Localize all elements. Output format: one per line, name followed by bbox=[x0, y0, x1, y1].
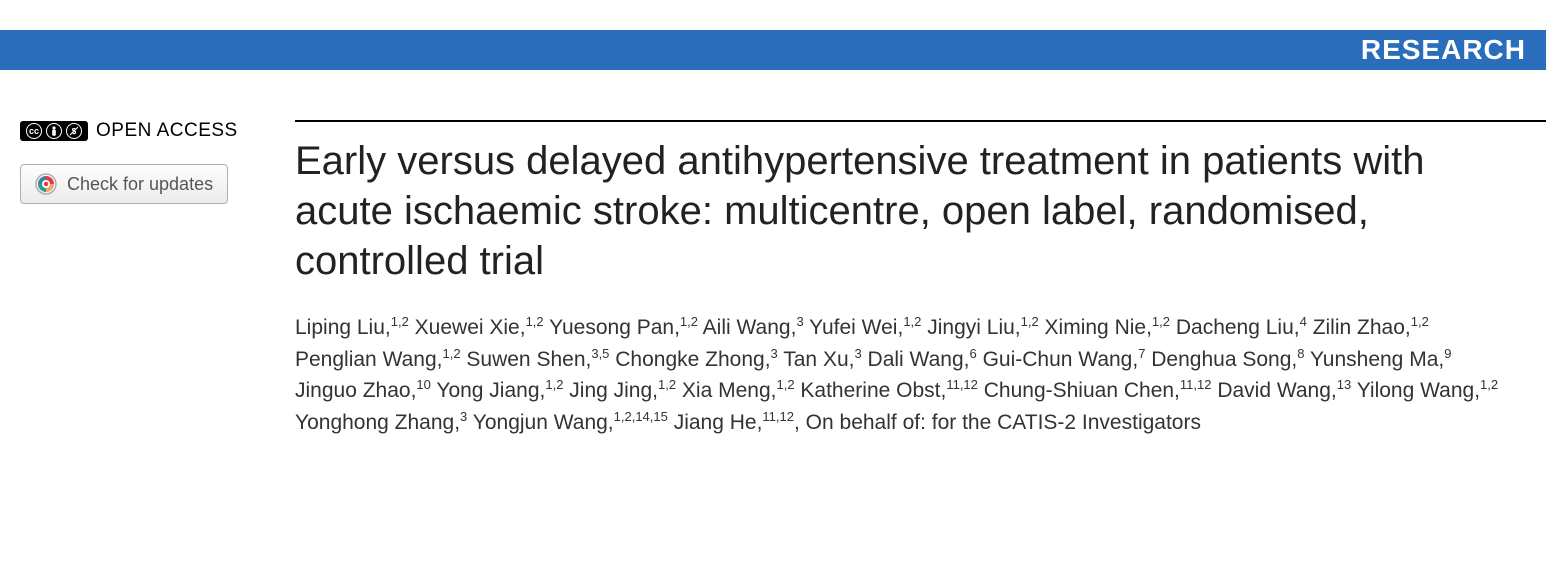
open-access-row: cc $ OPEN ACCESS bbox=[20, 120, 275, 142]
author-affiliation: 1,2 bbox=[1152, 314, 1170, 329]
author: Yunsheng Ma, bbox=[1310, 348, 1444, 371]
author: Aili Wang, bbox=[703, 316, 797, 339]
author: Dacheng Liu, bbox=[1176, 316, 1300, 339]
author: Penglian Wang, bbox=[295, 348, 442, 371]
author-affiliation: 1,2 bbox=[776, 377, 794, 392]
author-affiliation: 1,2 bbox=[658, 377, 676, 392]
check-updates-button[interactable]: Check for updates bbox=[20, 164, 228, 204]
article-title: Early versus delayed antihypertensive tr… bbox=[295, 136, 1506, 286]
author: David Wang, bbox=[1217, 379, 1336, 402]
author: Jing Jing, bbox=[569, 379, 658, 402]
author: Liping Liu, bbox=[295, 316, 391, 339]
author: Chung-Shiuan Chen, bbox=[984, 379, 1180, 402]
open-access-label: OPEN ACCESS bbox=[96, 120, 238, 142]
author-affiliation: 6 bbox=[969, 346, 976, 361]
author-affiliation: 4 bbox=[1300, 314, 1307, 329]
author-affiliation: 1,2 bbox=[1480, 377, 1498, 392]
author: Chongke Zhong, bbox=[615, 348, 770, 371]
cc-icon: cc bbox=[26, 123, 42, 139]
author: Yuesong Pan, bbox=[549, 316, 680, 339]
check-updates-label: Check for updates bbox=[67, 174, 213, 195]
author: Suwen Shen, bbox=[466, 348, 591, 371]
on-behalf: On behalf of: for the CATIS-2 Investigat… bbox=[806, 411, 1201, 434]
author-affiliation: 3 bbox=[460, 409, 467, 424]
author: Dali Wang, bbox=[868, 348, 970, 371]
author: Gui-Chun Wang, bbox=[983, 348, 1139, 371]
author-affiliation: 11,12 bbox=[946, 377, 978, 392]
author: Jiang He, bbox=[674, 411, 763, 434]
cc-license-badge: cc $ bbox=[20, 121, 88, 141]
author: Katherine Obst, bbox=[800, 379, 946, 402]
author-affiliation: 1,2 bbox=[1021, 314, 1039, 329]
author-affiliation: 1,2 bbox=[526, 314, 544, 329]
author-affiliation: 3,5 bbox=[591, 346, 609, 361]
author: Ximing Nie, bbox=[1045, 316, 1152, 339]
author: Yufei Wei, bbox=[809, 316, 903, 339]
author-affiliation: 10 bbox=[416, 377, 430, 392]
author-affiliation: 3 bbox=[854, 346, 861, 361]
author: Yonghong Zhang, bbox=[295, 411, 460, 434]
author-affiliation: 3 bbox=[796, 314, 803, 329]
author-affiliation: 1,2,14,15 bbox=[614, 409, 668, 424]
author: Yong Jiang, bbox=[436, 379, 545, 402]
author-affiliation: 13 bbox=[1337, 377, 1351, 392]
author: Xuewei Xie, bbox=[415, 316, 526, 339]
author: Yongjun Wang, bbox=[473, 411, 614, 434]
author-affiliation: 1,2 bbox=[545, 377, 563, 392]
author: Zilin Zhao, bbox=[1313, 316, 1411, 339]
content-wrap: cc $ OPEN ACCESS bbox=[0, 70, 1546, 438]
author-affiliation: 1,2 bbox=[1411, 314, 1429, 329]
author-affiliation: 7 bbox=[1138, 346, 1145, 361]
author: Jingyi Liu, bbox=[927, 316, 1020, 339]
author-affiliation: 11,12 bbox=[1180, 377, 1212, 392]
article-main: Early versus delayed antihypertensive tr… bbox=[295, 120, 1546, 438]
crossmark-icon bbox=[35, 173, 57, 195]
author-affiliation: 11,12 bbox=[762, 409, 794, 424]
author: Yilong Wang, bbox=[1357, 379, 1480, 402]
section-banner: RESEARCH bbox=[0, 30, 1546, 70]
author: Tan Xu, bbox=[783, 348, 854, 371]
author-affiliation: 3 bbox=[771, 346, 778, 361]
author-affiliation: 1,2 bbox=[680, 314, 698, 329]
author-affiliation: 1,2 bbox=[442, 346, 460, 361]
nc-icon: $ bbox=[66, 123, 82, 139]
author-affiliation: 8 bbox=[1297, 346, 1304, 361]
banner-label: RESEARCH bbox=[1361, 34, 1526, 65]
sidebar: cc $ OPEN ACCESS bbox=[20, 120, 295, 438]
author-list: Liping Liu,1,2 Xuewei Xie,1,2 Yuesong Pa… bbox=[295, 312, 1506, 438]
author: Denghua Song, bbox=[1151, 348, 1297, 371]
author: Xia Meng, bbox=[682, 379, 777, 402]
author-affiliation: 1,2 bbox=[391, 314, 409, 329]
author-affiliation: 9 bbox=[1444, 346, 1451, 361]
by-icon bbox=[46, 123, 62, 139]
author: Jinguo Zhao, bbox=[295, 379, 416, 402]
author-affiliation: 1,2 bbox=[903, 314, 921, 329]
